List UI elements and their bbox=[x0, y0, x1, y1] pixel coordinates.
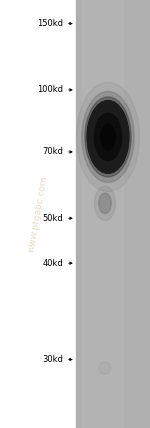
Ellipse shape bbox=[101, 124, 115, 150]
Bar bbox=[76, 0, 150, 428]
Ellipse shape bbox=[85, 97, 131, 177]
Bar bbox=[82, 0, 123, 428]
Ellipse shape bbox=[94, 186, 116, 220]
Ellipse shape bbox=[99, 362, 111, 374]
Text: 30kd: 30kd bbox=[42, 355, 63, 364]
Ellipse shape bbox=[82, 92, 134, 182]
Text: www.ptgabc.com: www.ptgabc.com bbox=[26, 175, 49, 253]
Text: 150kd: 150kd bbox=[37, 19, 63, 28]
Ellipse shape bbox=[94, 113, 122, 160]
Text: 40kd: 40kd bbox=[42, 259, 63, 268]
Text: 50kd: 50kd bbox=[42, 214, 63, 223]
Ellipse shape bbox=[99, 193, 111, 214]
Text: 100kd: 100kd bbox=[37, 85, 63, 95]
Text: 70kd: 70kd bbox=[42, 147, 63, 157]
Ellipse shape bbox=[76, 83, 140, 192]
Ellipse shape bbox=[87, 101, 129, 173]
